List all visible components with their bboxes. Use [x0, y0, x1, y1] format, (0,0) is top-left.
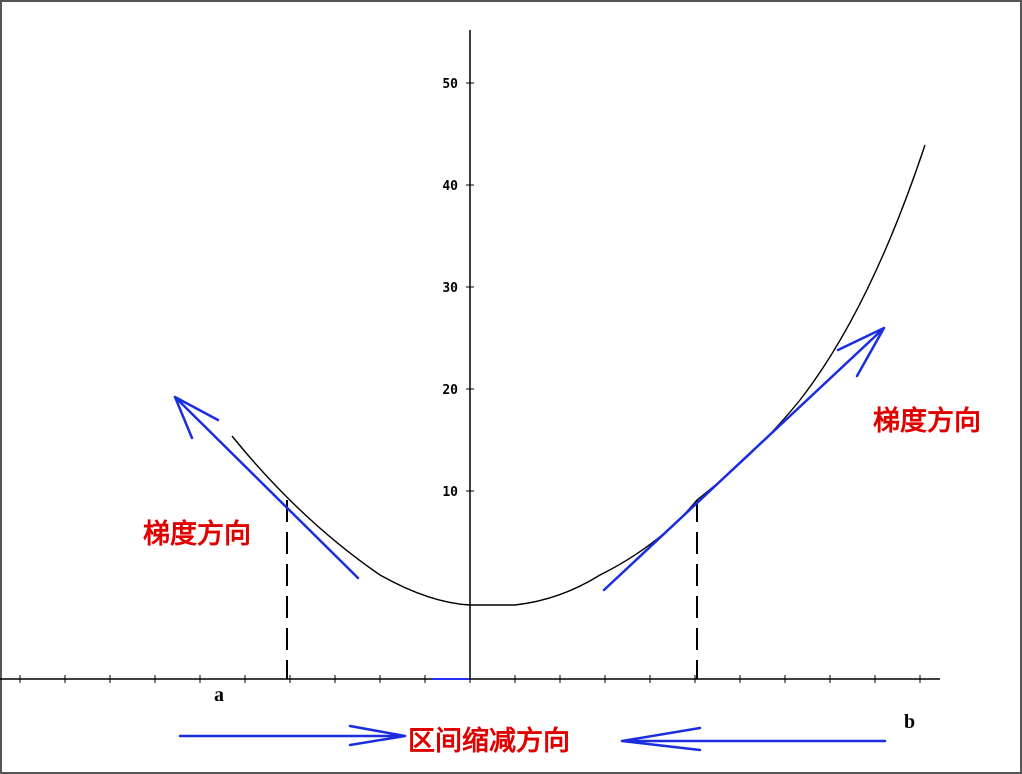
y-tick-label: 40 — [442, 179, 458, 194]
endpoint-label: b — [904, 711, 915, 733]
gradient-arrows — [173, 326, 887, 752]
y-tick-label: 10 — [442, 485, 458, 500]
annotation: 梯度方向 — [873, 405, 981, 437]
bottom-left-arrow — [620, 726, 887, 752]
y-tick-label: 20 — [442, 383, 458, 398]
left-arrow — [173, 395, 360, 580]
annotation: 区间缩减方向 — [408, 725, 570, 757]
y-tick-label: 50 — [442, 77, 458, 92]
endpoint-label: a — [214, 684, 224, 706]
right-arrow — [602, 326, 886, 592]
bottom-right-arrow — [178, 724, 407, 747]
x-ticks — [19, 675, 921, 683]
y-ticks: 50 40 30 20 10 — [442, 77, 474, 500]
y-tick-label: 30 — [442, 281, 458, 296]
annotation: 梯度方向 — [143, 518, 251, 550]
curve — [231, 144, 926, 606]
